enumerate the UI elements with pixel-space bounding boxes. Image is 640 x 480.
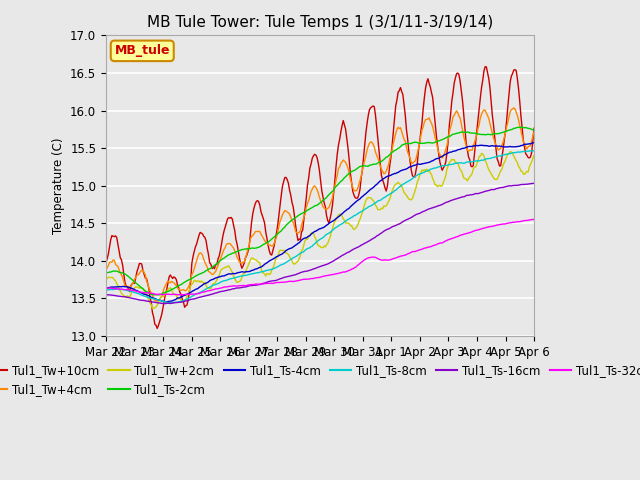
Legend: Tul1_Tw+10cm, Tul1_Tw+4cm, Tul1_Tw+2cm, Tul1_Ts-2cm, Tul1_Ts-4cm, Tul1_Ts-8cm, T: Tul1_Tw+10cm, Tul1_Tw+4cm, Tul1_Tw+2cm, … (0, 360, 640, 401)
Text: MB_tule: MB_tule (115, 44, 170, 57)
Title: MB Tule Tower: Tule Temps 1 (3/1/11-3/19/14): MB Tule Tower: Tule Temps 1 (3/1/11-3/19… (147, 15, 493, 30)
Y-axis label: Temperature (C): Temperature (C) (52, 137, 65, 234)
